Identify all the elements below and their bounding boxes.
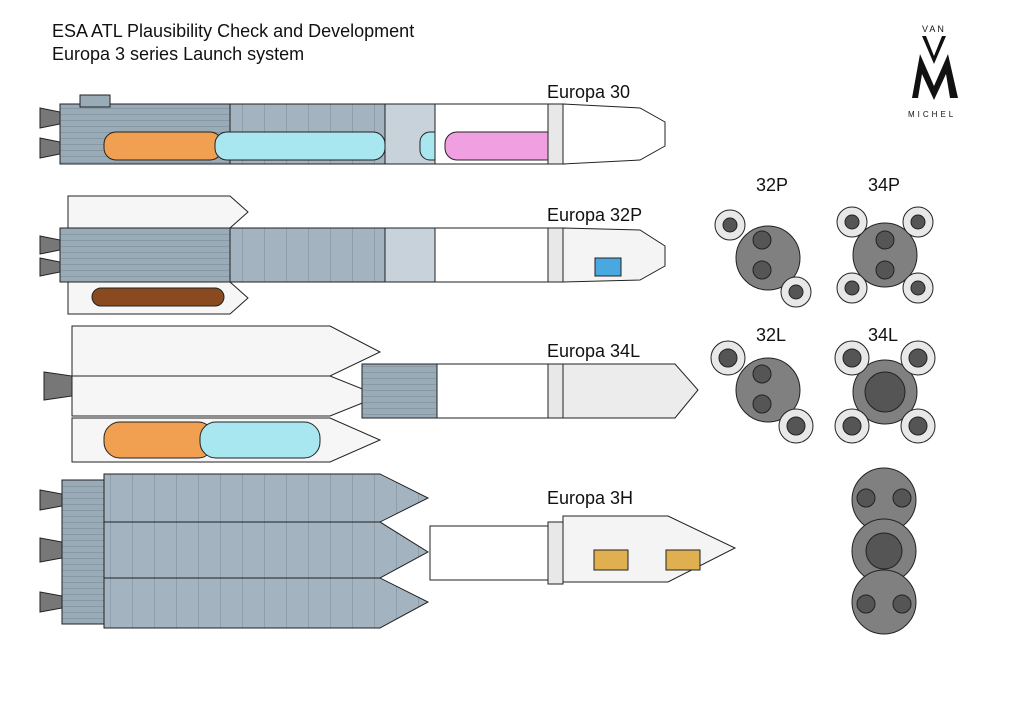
section-label-32l: 32L [756,325,787,345]
payload-fairing [562,103,666,165]
rocket-europa-32p [39,195,666,315]
tank-pink [444,131,561,161]
payload-fairing-3h [562,515,737,583]
rocket-label-europa-34l: Europa 34L [547,341,641,361]
logo-text-top: VAN [922,24,946,34]
tank-cyan [214,131,386,161]
core-booster-1 [103,473,430,523]
rocket-europa-3h [39,473,737,629]
payload-gold-2 [665,549,701,571]
liquid-booster-1 [71,325,382,377]
section-34p [836,206,934,304]
rocket-label-europa-3h: Europa 3H [547,488,634,508]
core-booster-3 [103,577,430,629]
logo-text-bottom: MICHEL [908,110,957,119]
van-michel-logo: VAN MICHEL [908,24,970,119]
payload-blue [594,257,622,277]
srb-grain [91,287,225,307]
rocket-label-europa-32p: Europa 32P [547,205,643,225]
section-34l [834,340,936,444]
logo-monogram-icon [912,36,958,100]
title-line-2: Europa 3 series Launch system [52,44,305,64]
rocket-europa-34l [43,325,699,463]
engine-nozzle-icon [39,137,61,159]
section-32l [710,340,814,444]
section-32p [714,209,812,308]
section-3h [851,467,917,635]
core-booster-2 [103,521,429,579]
section-label-32p: 32P [756,175,789,195]
engine-nozzle-icon [39,107,61,129]
tank-orange [103,131,223,161]
rocket-label-europa-30: Europa 30 [547,82,631,102]
booster-top [67,195,249,229]
title-line-1: ESA ATL Plausibility Check and Developme… [52,21,415,41]
section-label-34p: 34P [868,175,901,195]
liquid-booster-2 [71,375,382,417]
payload-gold-1 [593,549,629,571]
rocket-europa-30 [39,94,666,165]
section-label-34l: 34L [868,325,899,345]
